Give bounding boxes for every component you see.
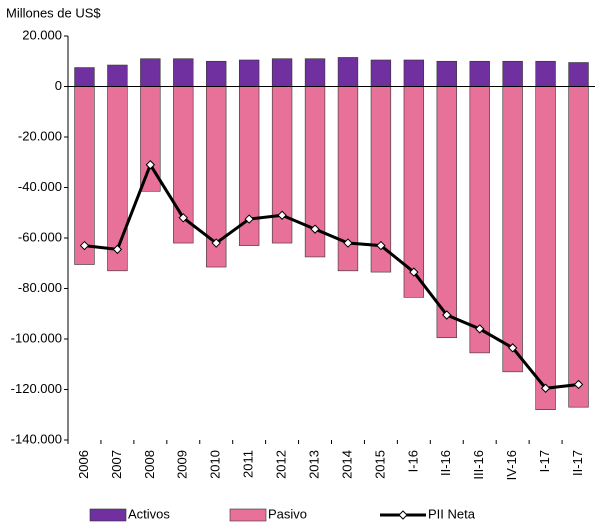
bar xyxy=(370,59,392,87)
marker xyxy=(573,379,584,390)
marker xyxy=(376,240,386,251)
x-tick-label: 2007 xyxy=(109,450,124,479)
x-tick-label: 2015 xyxy=(372,450,387,479)
marker xyxy=(244,214,254,224)
y-tick-label: -60.000 xyxy=(18,229,62,244)
y-tick-label: -100.000 xyxy=(11,330,62,345)
marker xyxy=(507,343,518,353)
marker xyxy=(178,213,188,223)
y-tick-label: -120.000 xyxy=(11,381,62,396)
bar xyxy=(436,86,457,339)
x-tick-label: 2012 xyxy=(274,450,289,479)
x-tick-label: IV-16 xyxy=(504,450,519,480)
y-tick-label: 0 xyxy=(55,78,62,93)
bar xyxy=(206,60,227,87)
bar xyxy=(502,60,523,87)
x-tick-label: I-17 xyxy=(537,450,552,472)
legend-label: PII Neta xyxy=(428,506,476,521)
bar xyxy=(271,58,293,87)
bar xyxy=(74,67,95,87)
bar xyxy=(238,59,260,87)
marker xyxy=(310,224,320,234)
legend-swatch xyxy=(89,508,127,522)
marker xyxy=(409,267,419,277)
bar xyxy=(469,60,490,87)
marker xyxy=(475,324,485,334)
marker xyxy=(442,310,452,320)
marker xyxy=(277,210,287,220)
bar xyxy=(74,86,95,265)
marker xyxy=(211,238,221,248)
bar xyxy=(535,86,556,411)
x-tick-label: 2006 xyxy=(76,450,91,479)
x-tick-label: II-16 xyxy=(438,450,453,476)
bar xyxy=(436,60,457,87)
line xyxy=(84,161,579,390)
bar xyxy=(107,64,128,87)
bar xyxy=(403,59,425,87)
marker xyxy=(79,240,90,251)
x-tick-label: 2014 xyxy=(339,450,354,479)
y-tick-label: -80.000 xyxy=(18,280,62,295)
bar xyxy=(140,58,161,87)
marker xyxy=(112,244,123,255)
x-tick-label: 2009 xyxy=(175,450,190,479)
y-tick-label: -140.000 xyxy=(11,431,62,446)
marker xyxy=(145,160,156,170)
legend-label: Activos xyxy=(128,506,170,521)
x-tick-label: 2013 xyxy=(306,450,321,479)
marker xyxy=(343,238,353,248)
x-tick-label: 2008 xyxy=(142,450,157,479)
bar xyxy=(337,57,359,87)
bar xyxy=(173,58,194,87)
legend-marker xyxy=(398,510,408,520)
x-tick-label: III-16 xyxy=(471,450,486,480)
bar xyxy=(304,58,326,87)
marker xyxy=(540,383,551,393)
bar xyxy=(107,86,128,272)
bar xyxy=(568,62,589,87)
y-tick-label: -20.000 xyxy=(18,128,62,143)
x-tick-label: 2011 xyxy=(241,450,256,478)
legend-label: Pasivo xyxy=(268,506,307,521)
y-axis-label: Millones de US$ xyxy=(6,5,101,20)
bar xyxy=(568,86,589,408)
x-tick-label: I-16 xyxy=(405,450,420,472)
bar xyxy=(469,86,490,354)
legend-swatch xyxy=(229,508,267,522)
x-tick-label: II-17 xyxy=(570,450,585,476)
bar xyxy=(502,86,523,373)
y-tick-label: 20.000 xyxy=(22,27,62,42)
bar xyxy=(535,60,556,87)
x-tick-label: 2010 xyxy=(208,450,223,479)
y-tick-label: -40.000 xyxy=(18,179,62,194)
